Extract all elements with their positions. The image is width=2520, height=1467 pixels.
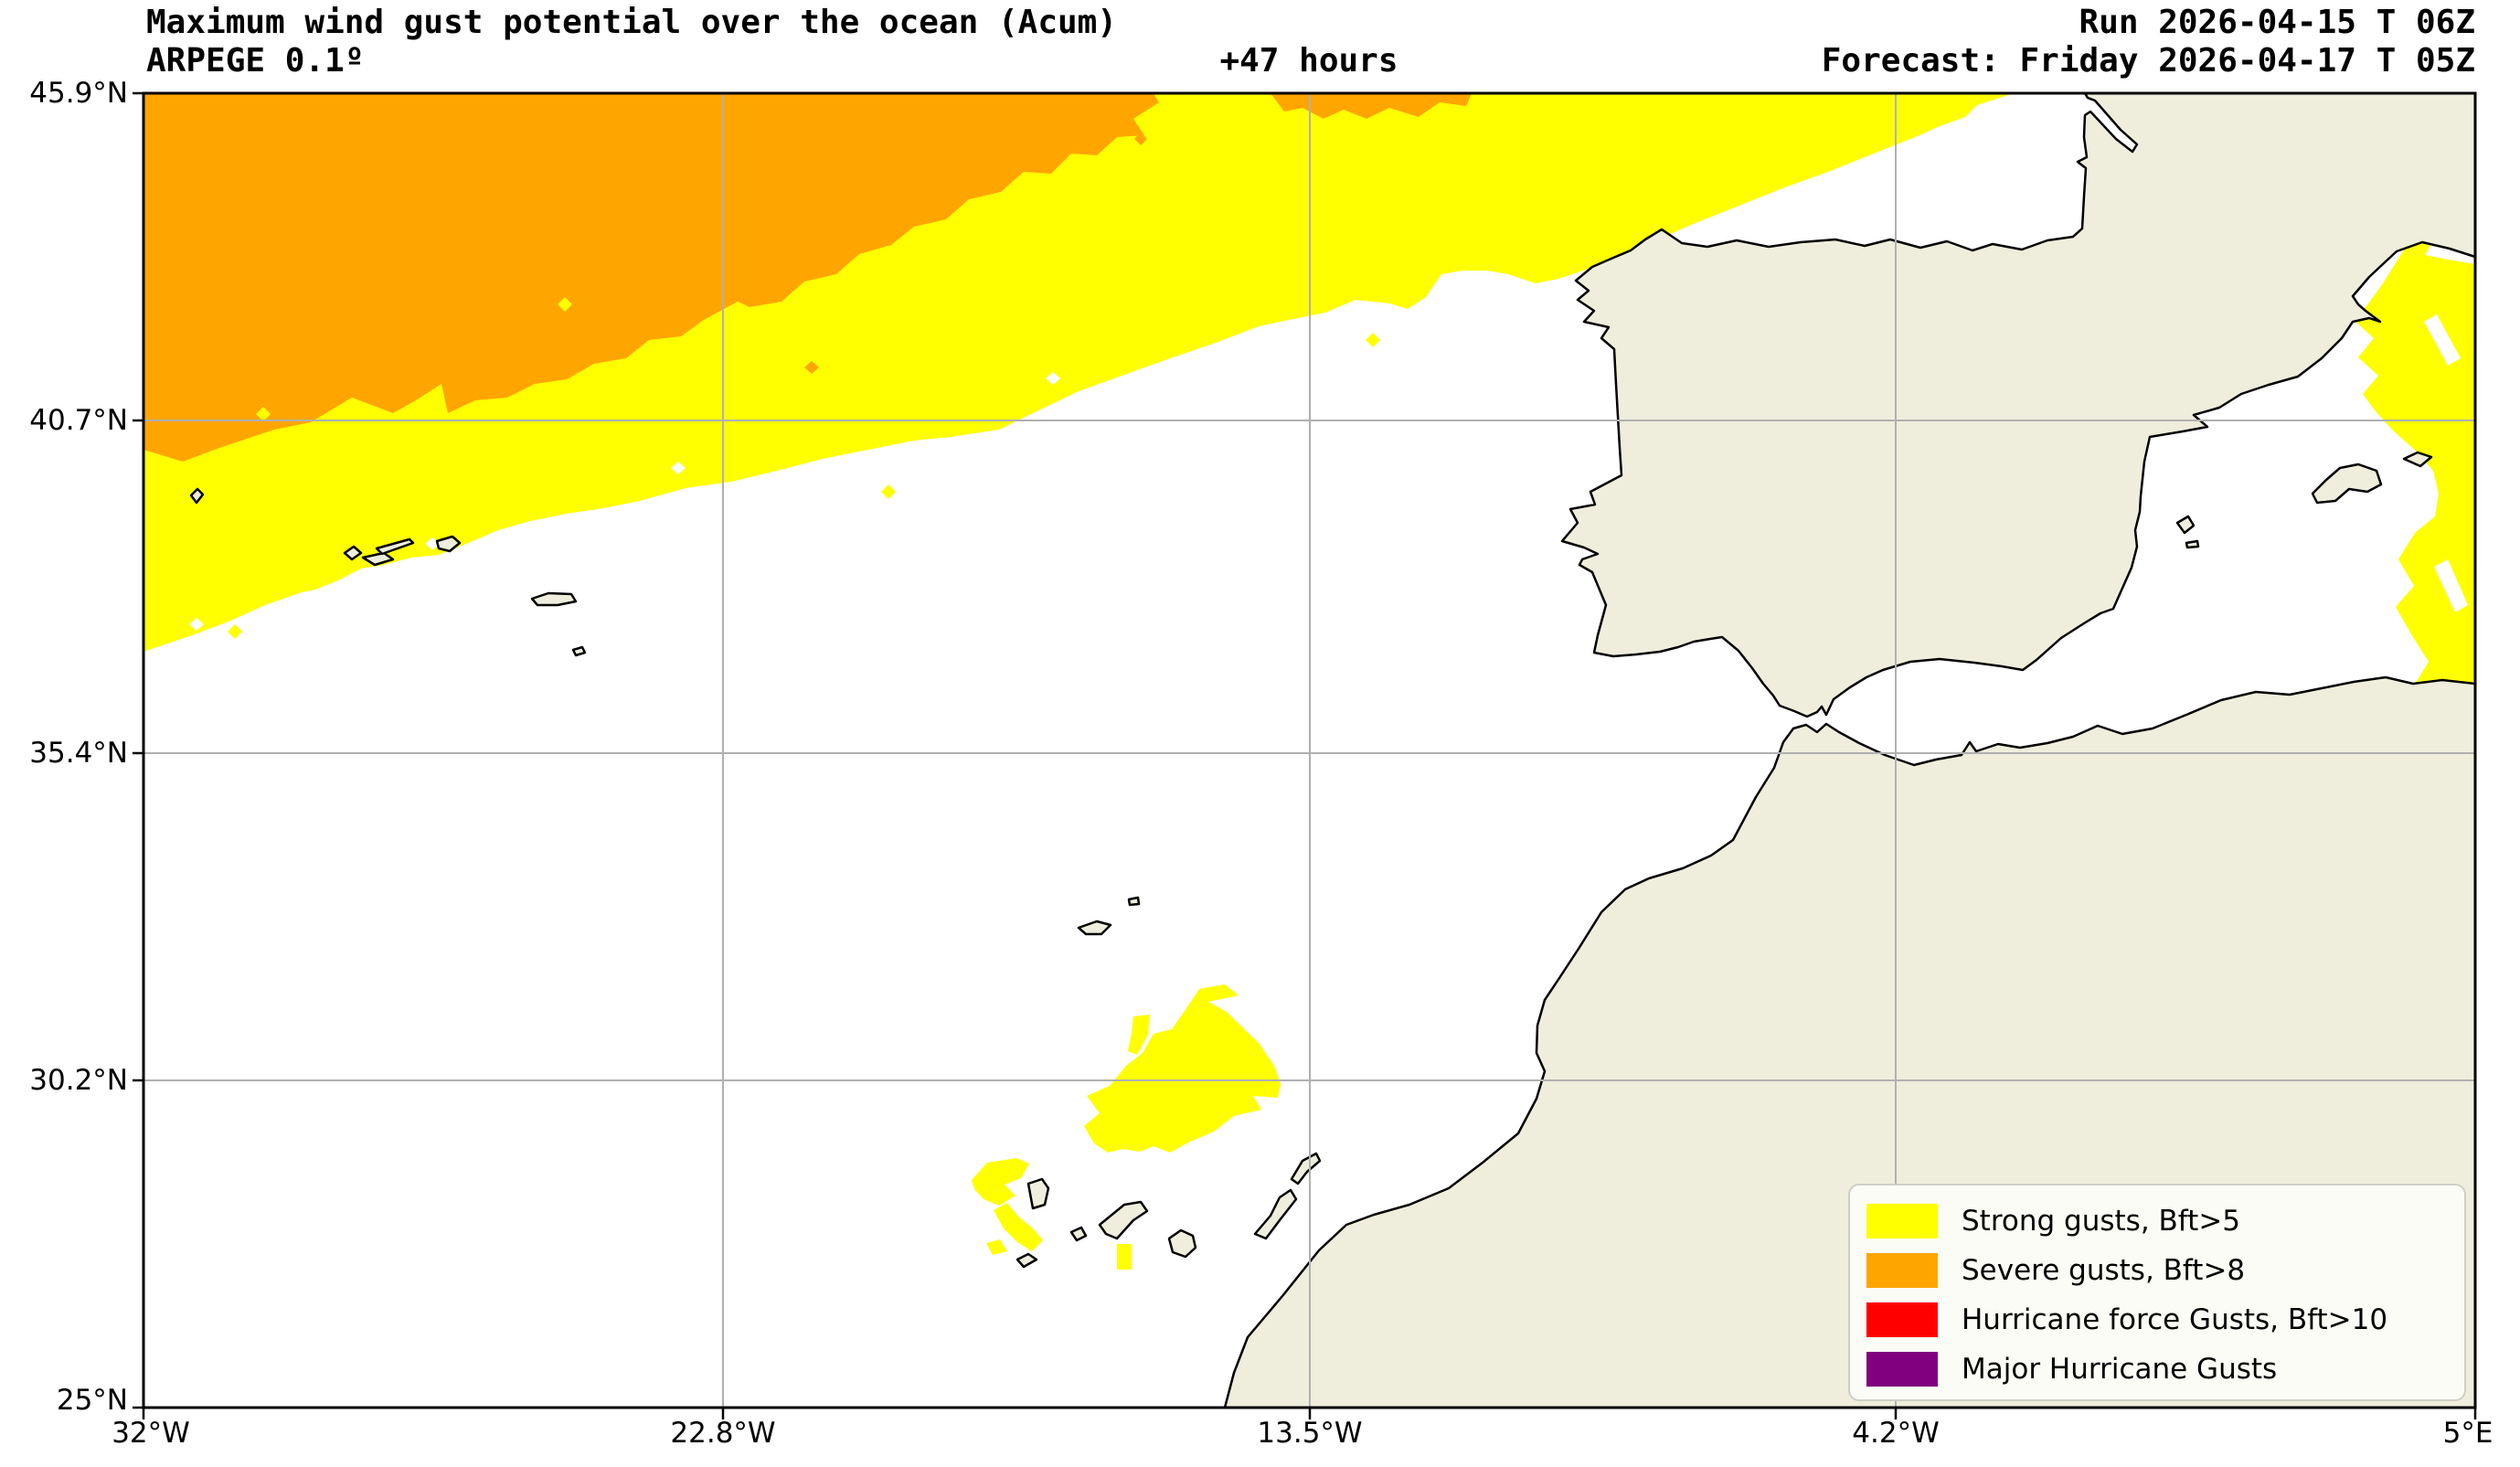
lead-time-label: +47 hours (1219, 42, 1398, 80)
gust-strong-canary-rect (1117, 1244, 1132, 1270)
x-tick-label-13-5w: 13.5°W (1257, 1417, 1363, 1450)
island-faial (343, 545, 363, 561)
legend: Strong gusts, Bft>5 Severe gusts, Bft>8 … (1848, 1184, 2466, 1401)
islands (189, 451, 2433, 1269)
x-tick-label-4-2w: 4.2°W (1852, 1417, 1940, 1450)
island-pico (361, 551, 395, 567)
page-title: Maximum wind gust potential over the oce… (146, 4, 1118, 41)
gust-speckles (189, 133, 1380, 639)
island-porto-santo (1127, 896, 1141, 907)
x-tick-label-32w: 32°W (112, 1417, 190, 1450)
island-tenerife (1098, 1200, 1149, 1240)
legend-item-severe: Severe gusts, Bft>8 (1866, 1249, 2455, 1292)
island-la-palma (1026, 1177, 1050, 1210)
y-tick-label-35-4n: 35.4°N (29, 737, 128, 770)
gust-gap-slit (2424, 314, 2461, 366)
island-formentera (2185, 539, 2200, 549)
x-tick-label-5e: 5°E (2442, 1417, 2493, 1450)
run-label: Run 2026-04-15 T 06Z (2079, 4, 2475, 41)
legend-item-major: Major Hurricane Gusts (1866, 1348, 2455, 1390)
island-la-gomera (1069, 1226, 1088, 1242)
tick-marks (133, 91, 2477, 1419)
island-el-hierro (1015, 1252, 1038, 1269)
gust-strong-canary-west-streak (994, 1203, 1043, 1251)
island-sao-miguel (530, 591, 578, 607)
island-gran-canaria (1167, 1228, 1197, 1259)
y-tick-label-30-2n: 30.2°N (29, 1064, 128, 1097)
island-mallorca (2311, 462, 2383, 505)
island-fuerteventura (1253, 1188, 1298, 1240)
island-santa-maria (571, 645, 587, 657)
gust-strong-canary-west (972, 1158, 1029, 1206)
legend-label-severe: Severe gusts, Bft>8 (1962, 1254, 2246, 1287)
island-sao-jorge (375, 537, 415, 556)
y-tick-label-25n: 25°N (56, 1384, 128, 1417)
island-madeira (1077, 920, 1112, 936)
legend-item-strong: Strong gusts, Bft>5 (1866, 1200, 2455, 1242)
gust-strong-canary-bit (1128, 1015, 1150, 1055)
legend-swatch-major (1866, 1352, 1938, 1387)
gust-severe-main (144, 93, 1159, 462)
island-terceira (435, 535, 462, 553)
legend-label-major: Major Hurricane Gusts (1962, 1353, 2278, 1386)
gridlines (144, 93, 2475, 1408)
model-subtitle: ARPEGE 0.1º (146, 42, 365, 80)
coastline-iberia-france (1560, 93, 2475, 718)
gust-gap-slit (2434, 559, 2468, 612)
gust-strong-canary-south (986, 1239, 1007, 1255)
legend-swatch-strong (1866, 1204, 1938, 1238)
island-ibiza (2175, 515, 2196, 535)
y-tick-label-45-9n: 45.9°N (29, 77, 128, 110)
legend-swatch-severe (1866, 1253, 1938, 1288)
y-tick-label-40-7n: 40.7°N (29, 404, 128, 437)
x-tick-label-22-8w: 22.8°W (670, 1417, 776, 1450)
legend-swatch-hurricane (1866, 1302, 1938, 1337)
island-lanzarote (1290, 1152, 1322, 1185)
island-flores (189, 487, 205, 505)
gust-strong-mediterranean (2355, 235, 2475, 760)
legend-item-hurricane: Hurricane force Gusts, Bft>10 (1866, 1299, 2455, 1341)
gust-strong-canary-ne (1084, 984, 1281, 1153)
island-menorca (2402, 451, 2433, 468)
forecast-label: Forecast: Friday 2026-04-17 T 05Z (1821, 42, 2475, 80)
legend-label-hurricane: Hurricane force Gusts, Bft>10 (1962, 1303, 2388, 1336)
gust-severe-top-strip (1271, 93, 1472, 119)
legend-label-strong: Strong gusts, Bft>5 (1962, 1205, 2241, 1238)
